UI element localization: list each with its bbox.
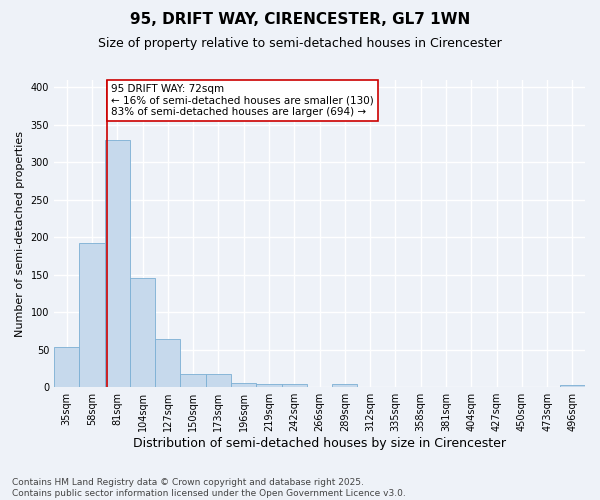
Text: Size of property relative to semi-detached houses in Cirencester: Size of property relative to semi-detach… bbox=[98, 38, 502, 51]
Bar bbox=[206, 374, 231, 387]
Text: 95 DRIFT WAY: 72sqm
← 16% of semi-detached houses are smaller (130)
83% of semi-: 95 DRIFT WAY: 72sqm ← 16% of semi-detach… bbox=[111, 84, 374, 117]
Bar bbox=[256, 384, 281, 387]
Bar bbox=[231, 382, 256, 387]
Bar bbox=[155, 338, 181, 387]
Bar bbox=[54, 348, 79, 387]
Text: 95, DRIFT WAY, CIRENCESTER, GL7 1WN: 95, DRIFT WAY, CIRENCESTER, GL7 1WN bbox=[130, 12, 470, 28]
Text: Contains HM Land Registry data © Crown copyright and database right 2025.
Contai: Contains HM Land Registry data © Crown c… bbox=[12, 478, 406, 498]
X-axis label: Distribution of semi-detached houses by size in Cirencester: Distribution of semi-detached houses by … bbox=[133, 437, 506, 450]
Y-axis label: Number of semi-detached properties: Number of semi-detached properties bbox=[15, 130, 25, 336]
Bar bbox=[79, 242, 104, 387]
Bar bbox=[281, 384, 307, 387]
Bar bbox=[130, 278, 155, 387]
Bar bbox=[104, 140, 130, 387]
Bar bbox=[332, 384, 358, 387]
Bar bbox=[560, 385, 585, 387]
Bar bbox=[181, 374, 206, 387]
